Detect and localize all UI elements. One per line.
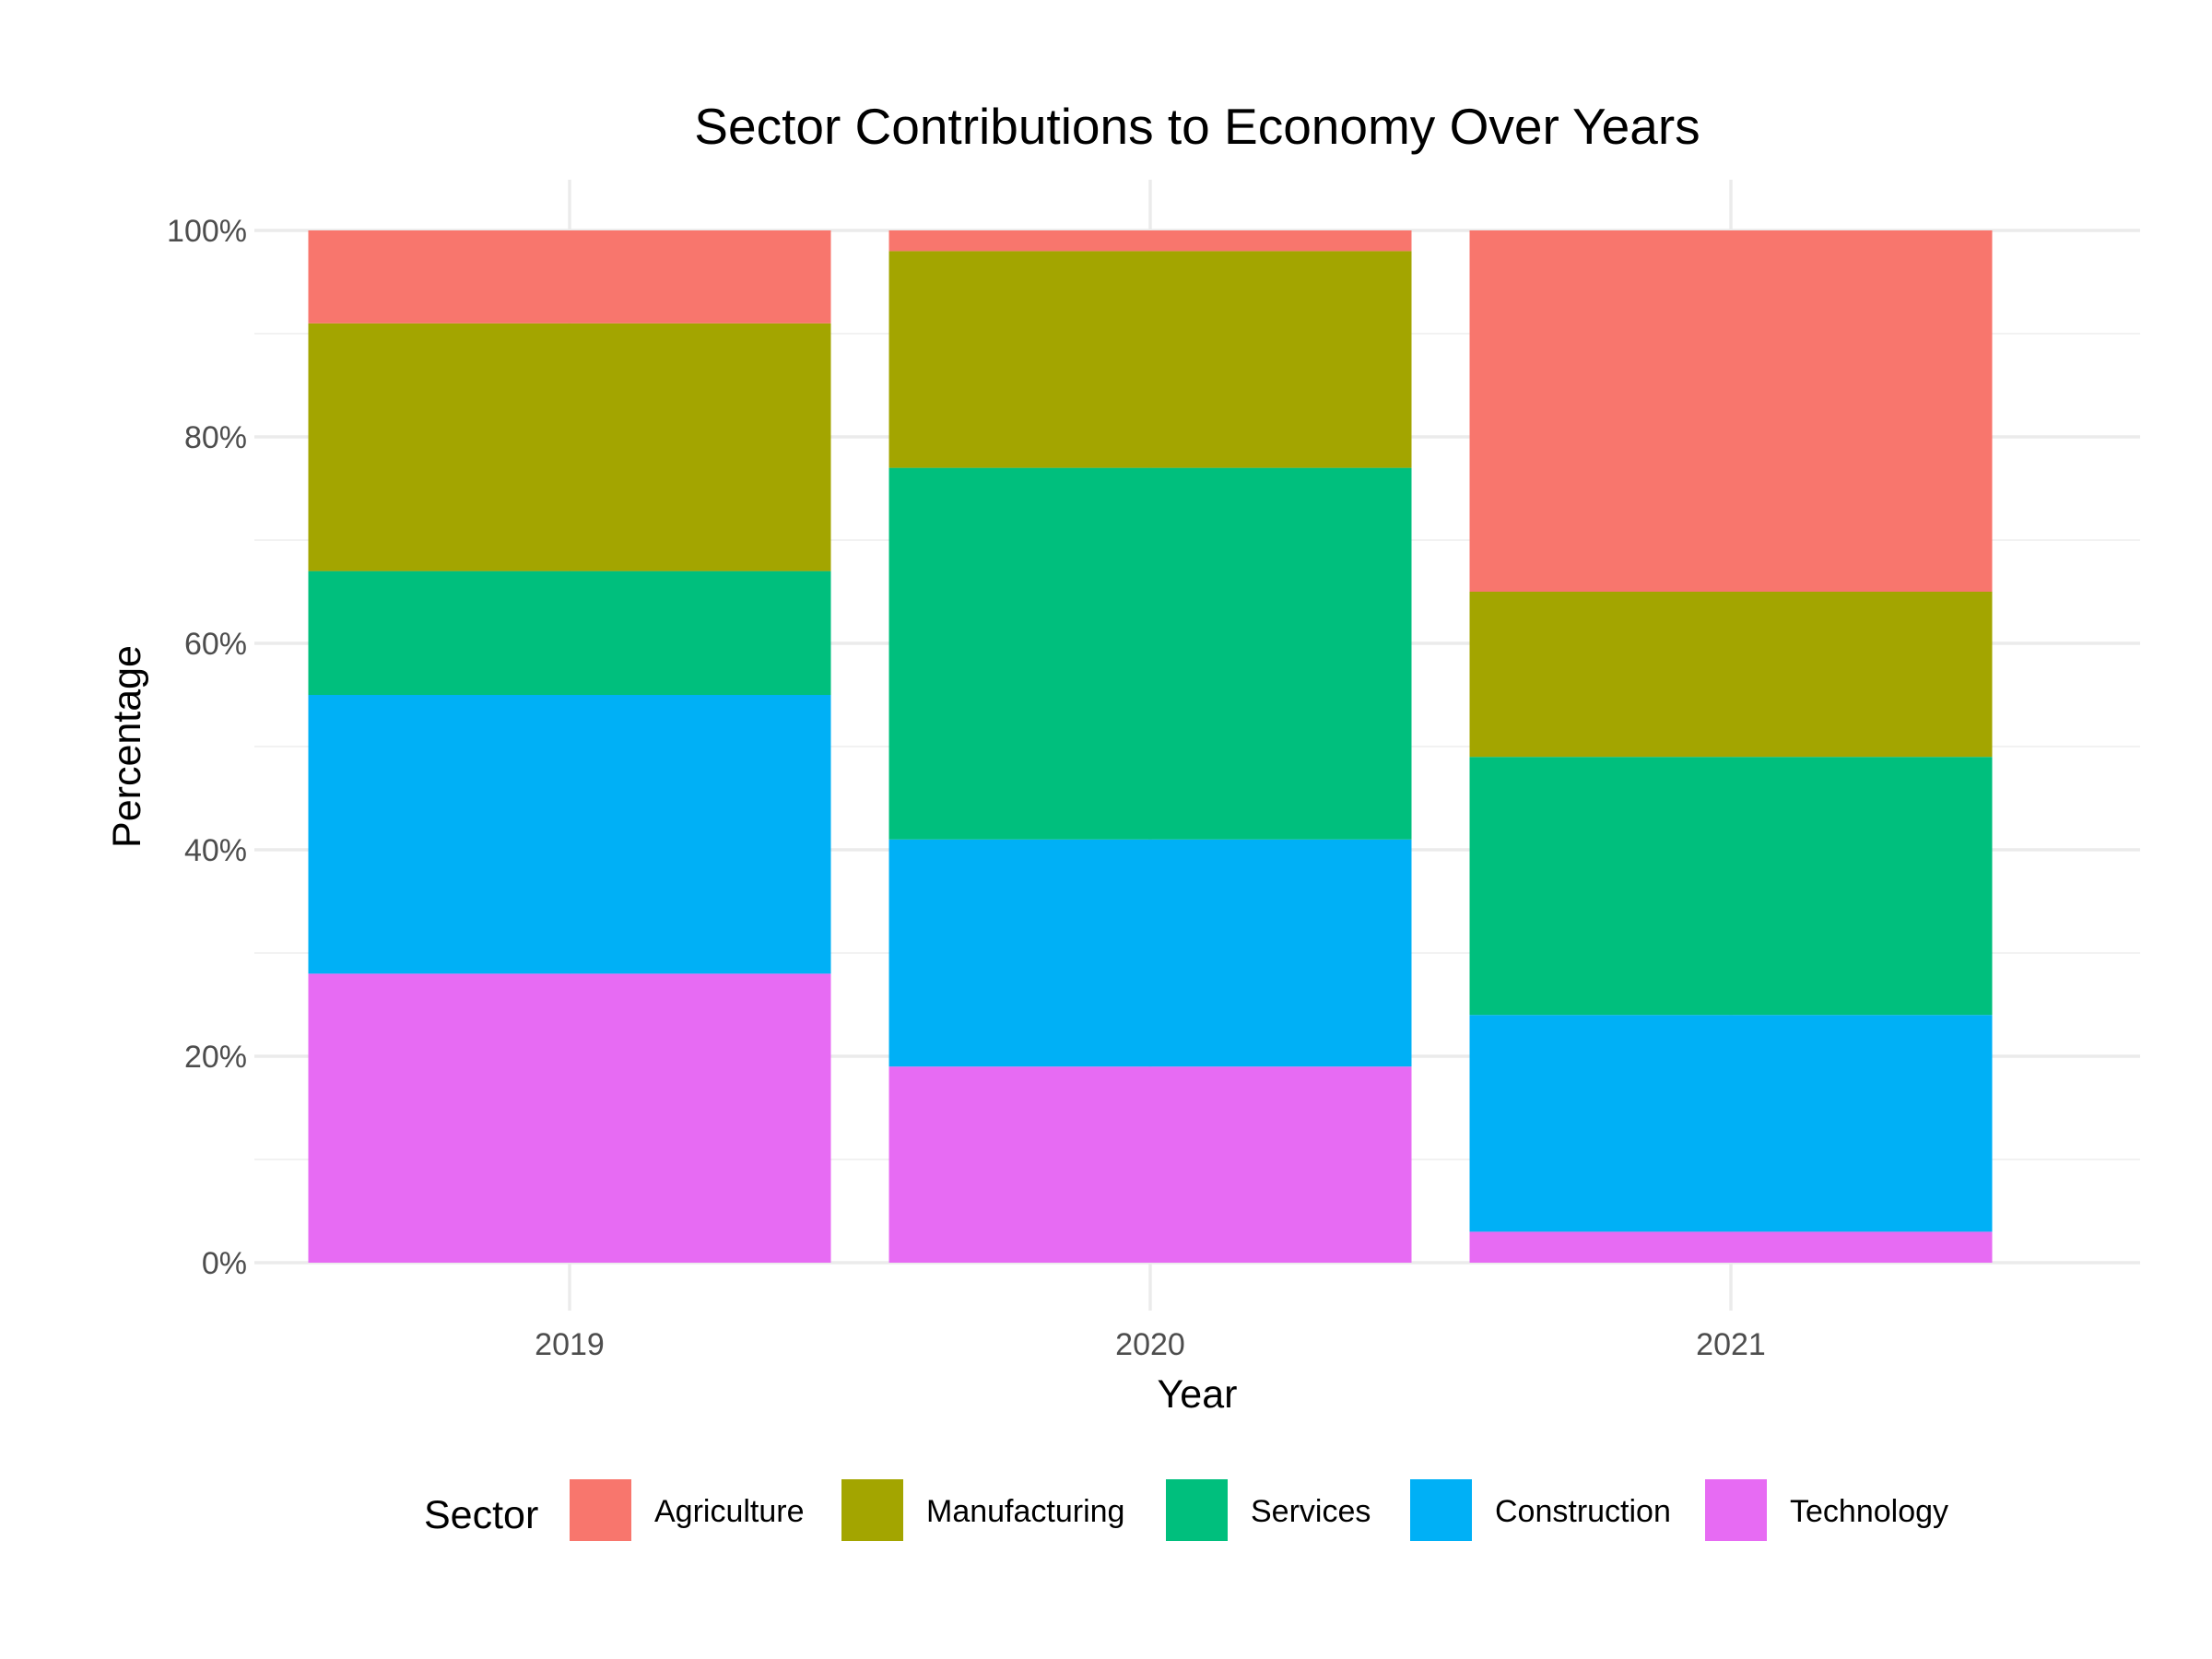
bar-segment-technology-2019 [308, 973, 831, 1263]
bar-segment-manufacturing-2021 [1469, 592, 1993, 758]
y-tick-label: 100% [167, 214, 247, 249]
legend-label-manufacturing: Manufacturing [926, 1494, 1124, 1529]
legend: Sector Agriculture Manufacturing Services C… [424, 1479, 1948, 1541]
legend-label-construction: Construction [1495, 1494, 1671, 1529]
legend-key-manufacturing [841, 1479, 903, 1541]
bar-segment-services-2020 [888, 467, 1412, 840]
bar-segment-technology-2021 [1469, 1231, 1993, 1263]
legend-key-services [1166, 1479, 1228, 1541]
legend-title: Sector [424, 1493, 538, 1537]
y-axis-tick-labels: 0% 20% 40% 60% 80% 100% [167, 214, 247, 1281]
y-tick-label: 60% [184, 627, 247, 662]
legend-label-services: Services [1251, 1494, 1371, 1529]
y-tick-label: 20% [184, 1040, 247, 1075]
bars [308, 230, 1993, 1263]
bar-segment-technology-2020 [888, 1066, 1412, 1263]
y-tick-label: 0% [202, 1246, 247, 1281]
legend-label-agriculture: Agriculture [654, 1494, 805, 1529]
legend-key-agriculture [570, 1479, 631, 1541]
x-tick-label: 2020 [1115, 1327, 1185, 1362]
x-tick-label: 2021 [1696, 1327, 1766, 1362]
x-axis-tick-labels: 2019 2020 2021 [535, 1327, 1766, 1362]
y-axis-title: Percentage [105, 645, 149, 848]
legend-key-technology [1705, 1479, 1767, 1541]
bar-segment-services-2021 [1469, 757, 1993, 1016]
chart-title: Sector Contributions to Economy Over Yea… [694, 98, 1700, 155]
bar-segment-construction-2021 [1469, 1015, 1993, 1232]
bar-segment-agriculture-2021 [1469, 230, 1993, 592]
bar-segment-services-2019 [308, 571, 831, 695]
bar-segment-construction-2019 [308, 695, 831, 974]
bar-segment-construction-2020 [888, 839, 1412, 1067]
x-tick-label: 2019 [535, 1327, 605, 1362]
y-tick-label: 40% [184, 833, 247, 868]
bar-segment-agriculture-2020 [888, 230, 1412, 252]
legend-items: Agriculture Manufacturing Services Construc… [570, 1479, 1948, 1541]
bar-segment-agriculture-2019 [308, 230, 831, 324]
bar-segment-manufacturing-2019 [308, 323, 831, 571]
legend-key-construction [1410, 1479, 1472, 1541]
y-tick-label: 80% [184, 420, 247, 455]
legend-label-technology: Technology [1790, 1494, 1948, 1529]
bar-segment-manufacturing-2020 [888, 251, 1412, 468]
x-axis-title: Year [1158, 1372, 1238, 1417]
